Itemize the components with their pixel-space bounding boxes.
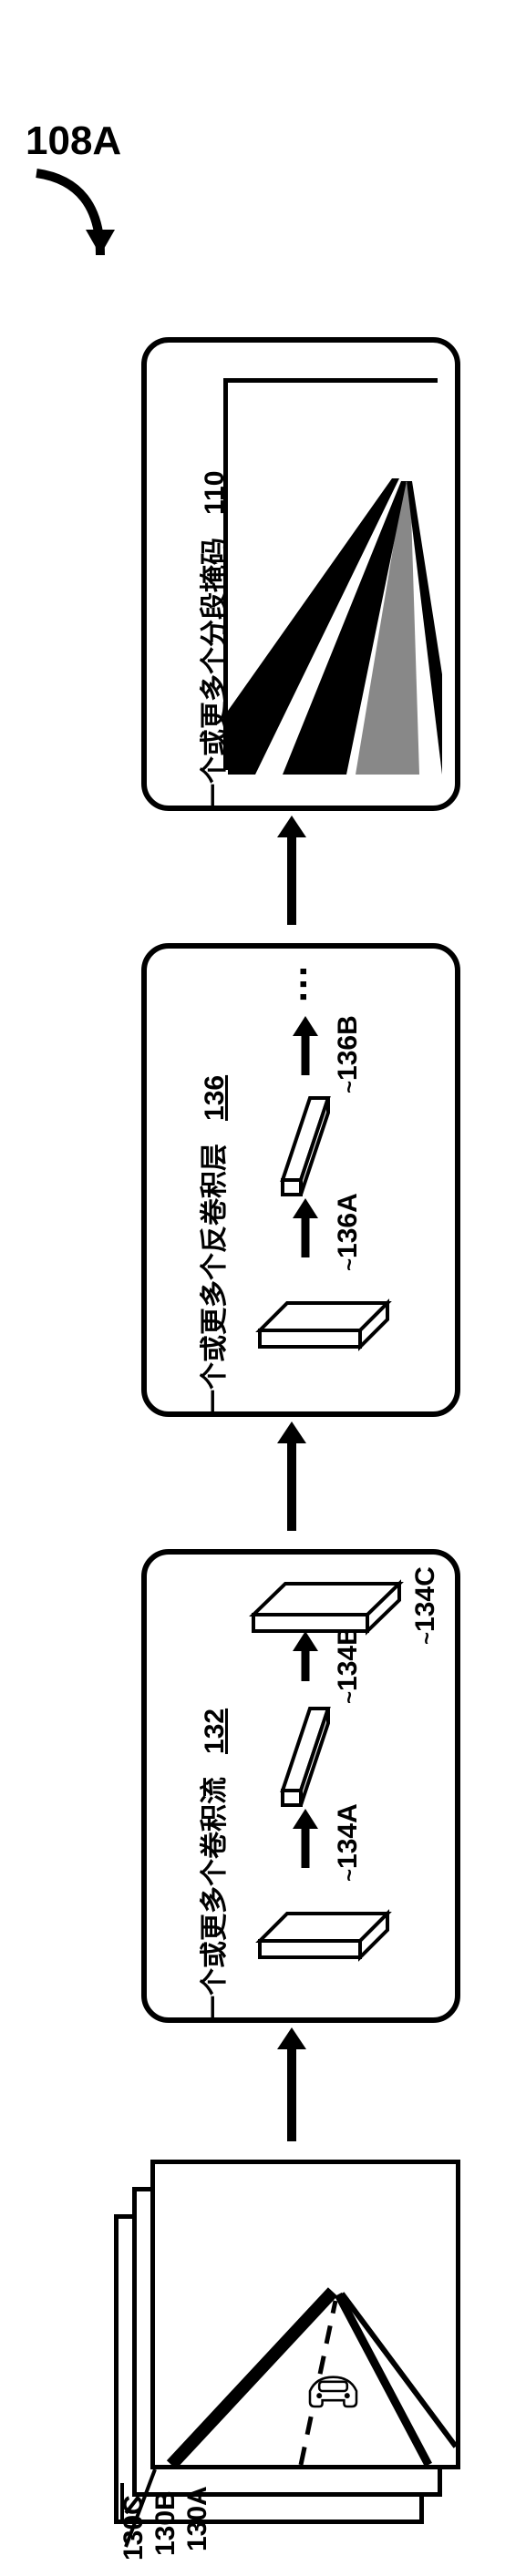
figure-label: 108A bbox=[26, 118, 121, 164]
figure-label-text: 108A bbox=[26, 118, 121, 163]
input-label-text: 130C bbox=[119, 2495, 149, 2561]
input-label-130C: 130C bbox=[119, 2495, 150, 2561]
output-caption: 一个或更多个分段掩码 110 bbox=[191, 471, 232, 811]
arrow-input-to-block1 bbox=[273, 2027, 310, 2146]
output-caption-ref: 110 bbox=[200, 471, 230, 515]
figure-root: 108A 一个或更多个分段掩码 110 一个或更多个反卷积层 136 bbox=[0, 0, 526, 2576]
lane-line bbox=[342, 2294, 456, 2447]
input-frame-130A bbox=[150, 2160, 460, 2469]
input-label-130B: 130B bbox=[150, 2490, 181, 2556]
conv-caption-ref: 132 bbox=[200, 1709, 230, 1754]
slab-label-text: 136B bbox=[333, 1015, 363, 1081]
slab-134A bbox=[232, 1873, 406, 1982]
road-scene-svg bbox=[155, 2164, 456, 2465]
ellipsis-text: … bbox=[271, 964, 315, 1004]
conv-caption-text: 一个或更多个卷积流 bbox=[200, 1777, 230, 2023]
ellipsis-block2: … bbox=[271, 964, 316, 1004]
output-inner-frame bbox=[223, 378, 438, 770]
car-icon bbox=[310, 2377, 356, 2407]
segmentation-mask-svg bbox=[228, 383, 442, 775]
input-label-130A: 130A bbox=[182, 2486, 213, 2551]
conv-caption: 一个或更多个卷积流 132 bbox=[191, 1709, 232, 2023]
input-label-text: 130B bbox=[150, 2490, 180, 2556]
lane-line bbox=[338, 2294, 428, 2465]
input-label-text: 130A bbox=[182, 2486, 212, 2551]
figure-label-arrow bbox=[18, 164, 146, 292]
deconv-caption-ref: 136 bbox=[200, 1075, 230, 1121]
slab-134C bbox=[226, 1560, 413, 1651]
arrow-block1-to-block2 bbox=[273, 1421, 310, 1535]
slab-label-136B: ~136B bbox=[333, 1015, 364, 1093]
slab-label-text: 134C bbox=[410, 1566, 440, 1632]
arrow-inside-block2-b bbox=[287, 1016, 324, 1080]
slab-136A bbox=[232, 1262, 406, 1371]
output-caption-text: 一个或更多个分段掩码 bbox=[200, 538, 230, 811]
slab-label-134C: ~134C bbox=[410, 1566, 441, 1645]
lane-line bbox=[171, 2292, 333, 2465]
arrow-block2-to-output bbox=[273, 816, 310, 929]
deconv-caption-text: 一个或更多个反卷积层 bbox=[200, 1144, 230, 1417]
deconv-caption: 一个或更多个反卷积层 136 bbox=[191, 1075, 232, 1417]
